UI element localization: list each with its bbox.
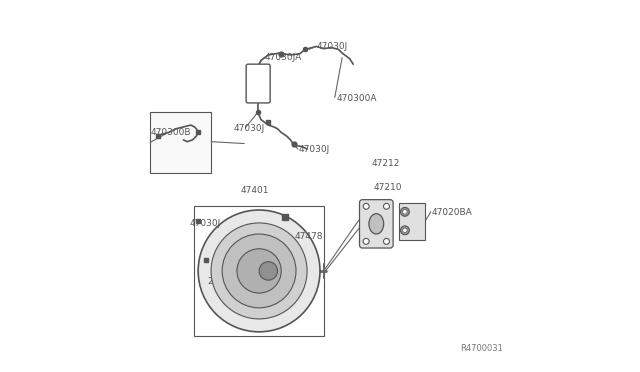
Text: 470300A: 470300A <box>336 94 377 103</box>
Bar <box>150 112 211 173</box>
Bar <box>399 203 425 240</box>
Circle shape <box>259 262 278 280</box>
Text: 47020BA: 47020BA <box>431 208 472 217</box>
Circle shape <box>403 210 407 214</box>
Circle shape <box>403 228 407 232</box>
Text: 47478: 47478 <box>295 232 323 241</box>
Text: 47210: 47210 <box>374 183 402 192</box>
Text: 25085X: 25085X <box>207 278 242 286</box>
Circle shape <box>401 226 410 235</box>
Text: 47030J: 47030J <box>299 145 330 154</box>
Text: 47401: 47401 <box>241 186 269 195</box>
Text: R4700031: R4700031 <box>460 344 503 353</box>
Circle shape <box>222 234 296 308</box>
Text: 47030J: 47030J <box>233 124 264 132</box>
Circle shape <box>363 238 369 244</box>
Text: 47030J: 47030J <box>317 42 348 51</box>
Bar <box>195 206 324 336</box>
Circle shape <box>383 203 389 209</box>
Text: 470300B: 470300B <box>150 128 191 137</box>
Circle shape <box>363 203 369 209</box>
Circle shape <box>211 223 307 319</box>
Circle shape <box>401 208 410 216</box>
FancyBboxPatch shape <box>360 200 393 248</box>
Text: 47030JA: 47030JA <box>264 53 302 62</box>
Circle shape <box>383 238 389 244</box>
Ellipse shape <box>369 214 384 234</box>
Text: 47212: 47212 <box>372 159 400 169</box>
Circle shape <box>198 210 320 332</box>
Text: 47030J: 47030J <box>190 219 221 228</box>
Circle shape <box>237 249 281 293</box>
FancyBboxPatch shape <box>246 64 270 103</box>
